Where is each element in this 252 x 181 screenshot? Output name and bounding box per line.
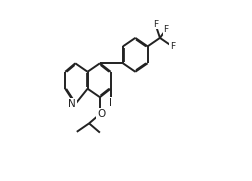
Text: F: F: [164, 25, 169, 34]
Text: F: F: [153, 20, 158, 29]
Text: O: O: [97, 109, 106, 119]
Text: N: N: [68, 99, 76, 109]
Text: I: I: [109, 98, 112, 108]
Text: F: F: [170, 42, 175, 51]
